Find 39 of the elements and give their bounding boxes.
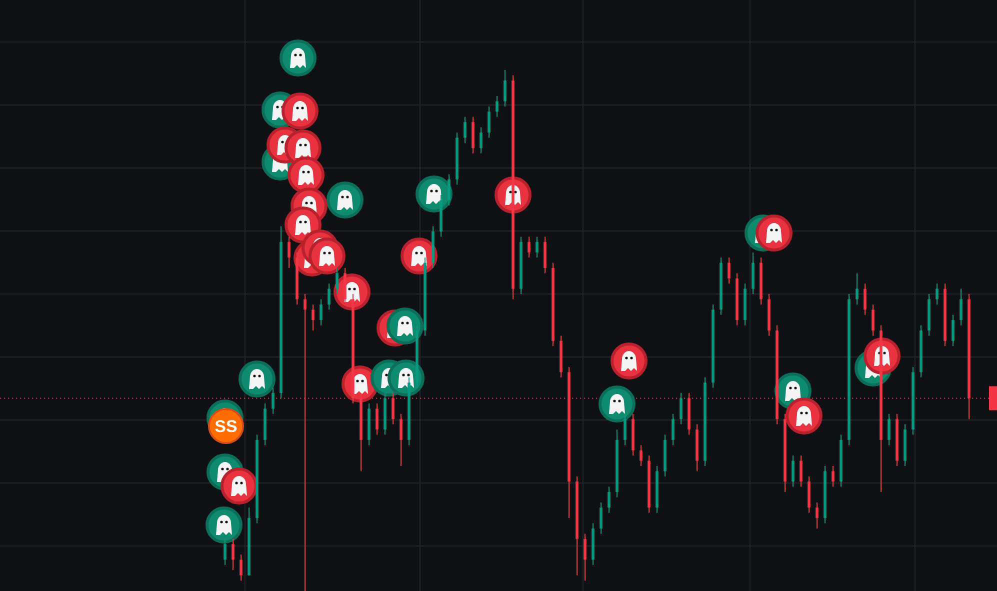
- candlestick: [792, 455, 794, 488]
- candlestick: [504, 70, 506, 107]
- candlestick: [608, 486, 610, 514]
- annotation: SS: [214, 417, 238, 436]
- candlestick: [584, 533, 586, 582]
- candlestick: [536, 236, 538, 258]
- candlestick: [336, 267, 338, 295]
- candlestick: [240, 554, 242, 582]
- candlestick: [816, 502, 818, 529]
- candlestick: [872, 304, 874, 336]
- candlestick: [328, 283, 330, 310]
- candlestick: [480, 126, 482, 154]
- candlestick: [640, 444, 642, 466]
- candlestick: [624, 413, 626, 446]
- candlestick: [864, 283, 866, 316]
- candlestick: [672, 413, 674, 446]
- candlestick: [464, 116, 466, 144]
- candlestick: [232, 538, 234, 571]
- candlestick: [600, 502, 602, 534]
- candlestick: [728, 257, 730, 284]
- candlestick: [888, 413, 890, 446]
- candlestick: [960, 288, 962, 326]
- candlestick: [288, 236, 290, 268]
- candlestick: [832, 465, 834, 488]
- candlestick: [224, 538, 226, 566]
- candlestick: [400, 413, 402, 466]
- candlestick: [528, 236, 530, 258]
- candlestick: [272, 387, 274, 414]
- candlestick: [680, 392, 682, 425]
- candlestick: [856, 272, 858, 305]
- candlestick: [936, 283, 938, 305]
- candlestick: [488, 106, 490, 138]
- candlestick: [312, 304, 314, 331]
- candlestick: [496, 96, 498, 118]
- candlestick: [376, 402, 378, 436]
- candlestick: [448, 174, 450, 206]
- candlestick: [320, 298, 322, 326]
- candlestick: [800, 455, 802, 488]
- candlestick: [952, 314, 954, 347]
